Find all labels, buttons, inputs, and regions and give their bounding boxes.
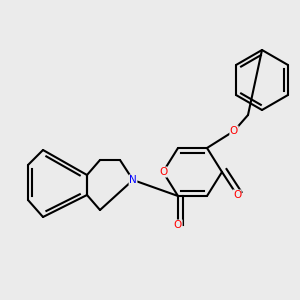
Text: O: O (159, 167, 167, 177)
Text: O: O (174, 220, 182, 230)
Text: N: N (129, 175, 137, 185)
Text: O: O (233, 190, 241, 200)
Text: O: O (230, 126, 238, 136)
